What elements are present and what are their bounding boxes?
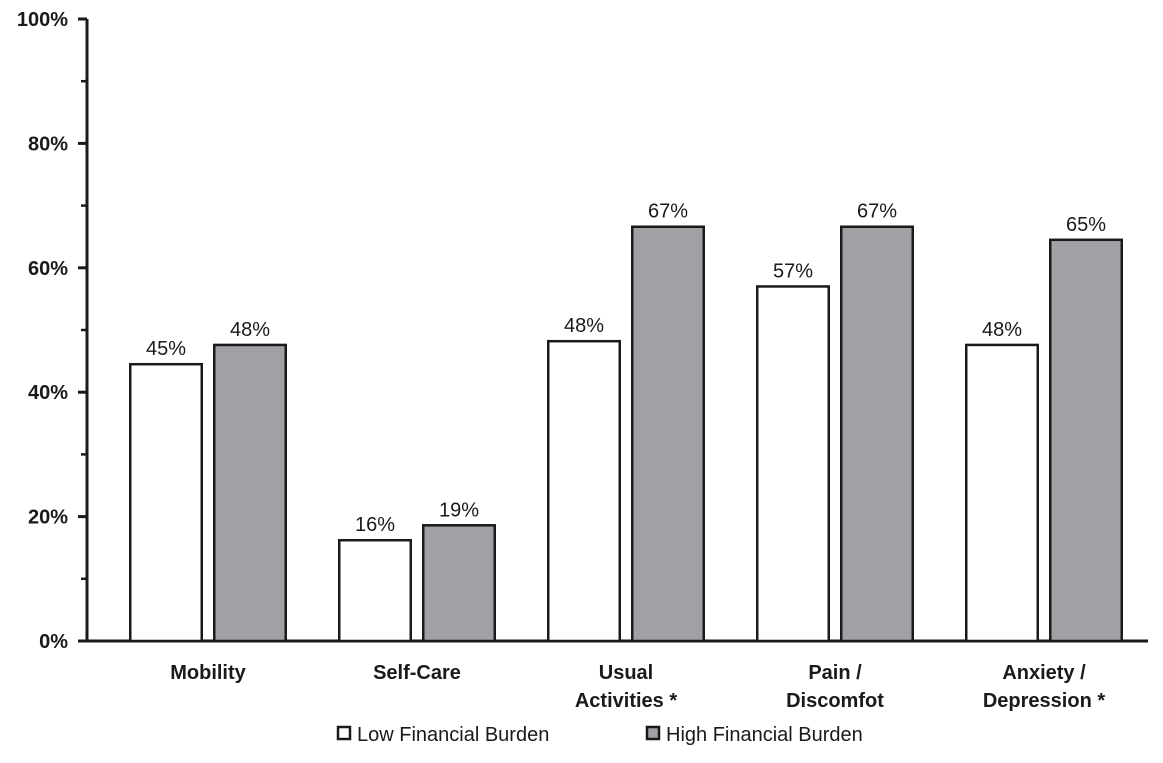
y-tick-label: 80%: [28, 133, 68, 155]
legend: Low Financial Burden High Financial Burde…: [336, 724, 863, 746]
bar-value-label: 67%: [648, 201, 688, 223]
bar-low-burden: [338, 538, 412, 643]
x-category-label: Mobility: [170, 662, 246, 684]
bar-value-label: 48%: [230, 319, 270, 341]
x-category-label: Usual Activities *: [575, 662, 677, 712]
bar-low-burden: [547, 339, 621, 643]
y-tick-label: 60%: [28, 258, 68, 280]
bar-high-burden: [631, 225, 705, 643]
legend-label-low-burden: Low Financial Burden: [357, 724, 549, 746]
y-tick-label: 0%: [39, 631, 68, 653]
bar-value-label: 65%: [1066, 214, 1106, 236]
bars: [129, 225, 1123, 643]
bar-value-label: 45%: [146, 338, 186, 360]
bar-low-burden: [756, 285, 830, 643]
bar-value-label: 48%: [982, 319, 1022, 341]
bar-high-burden: [422, 524, 496, 643]
bar-low-burden: [965, 343, 1039, 643]
bar-value-label: 48%: [564, 315, 604, 337]
bar-value-label: 67%: [857, 201, 897, 223]
x-category-label: Pain / Discomfot: [786, 662, 884, 712]
x-category-label: Anxiety / Depression *: [983, 662, 1105, 712]
x-category-label: Self-Care: [373, 662, 461, 684]
y-tick-label: 20%: [28, 507, 68, 529]
bar-value-label: 19%: [439, 499, 479, 521]
labels: 45% 48% Mobility 16% 19% Self-Care 48% 67% Usual…: [146, 201, 1106, 712]
bar-value-label: 57%: [773, 260, 813, 282]
y-tick-label: 40%: [28, 382, 68, 404]
bar-low-burden: [129, 362, 203, 643]
bar-value-label: 16%: [355, 514, 395, 536]
bar-high-burden: [213, 343, 287, 643]
legend-swatch-high-burden: [645, 725, 661, 741]
bar-high-burden: [840, 225, 914, 643]
legend-swatch-low-burden: [336, 725, 352, 741]
y-tick-label: 100%: [17, 9, 68, 31]
legend-label-high-burden: High Financial Burden: [666, 724, 863, 746]
bar-high-burden: [1049, 238, 1123, 643]
